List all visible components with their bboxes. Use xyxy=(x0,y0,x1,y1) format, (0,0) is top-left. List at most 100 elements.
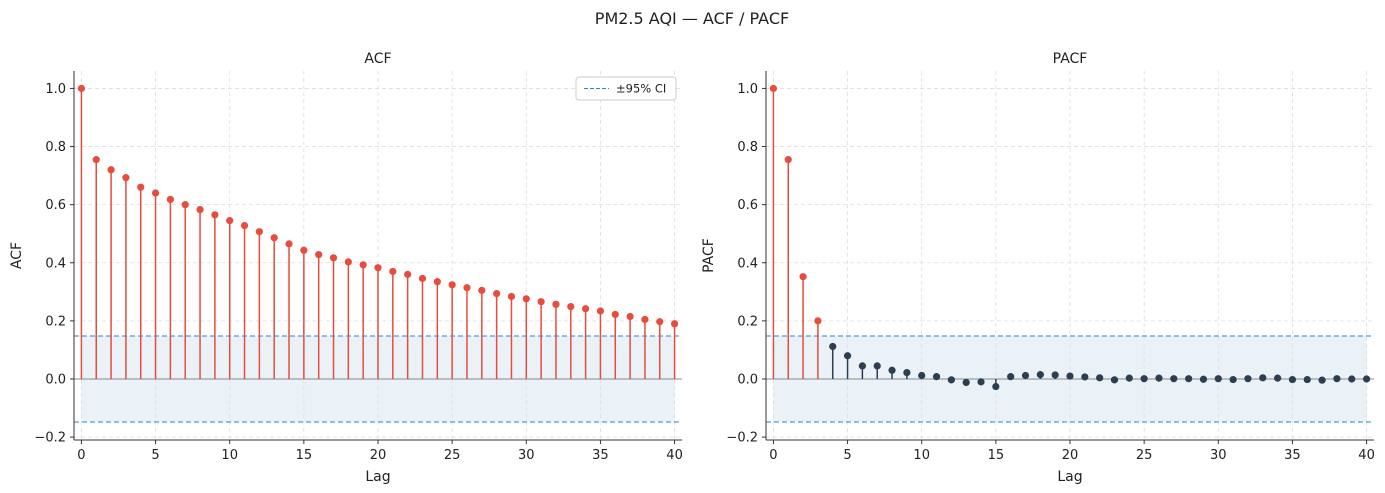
acf-marker-32 xyxy=(552,300,560,308)
acf-y-label: ACF xyxy=(9,242,25,269)
acf-marker-2 xyxy=(107,166,115,174)
pacf-marker-16 xyxy=(1007,373,1015,381)
pacf-marker-38 xyxy=(1333,375,1341,383)
acf-marker-18 xyxy=(344,258,352,266)
acf-marker-8 xyxy=(196,205,204,214)
pacf-title: PACF xyxy=(1053,51,1088,67)
pacf-marker-22 xyxy=(1096,374,1104,382)
acf-y-tick-label-6: 1.0 xyxy=(45,82,66,97)
acf-marker-1 xyxy=(92,156,100,164)
pacf-marker-35 xyxy=(1288,375,1297,384)
pacf-marker-7 xyxy=(873,362,881,370)
pacf-marker-2 xyxy=(799,273,807,281)
pacf-y-tick-label-3: 0.4 xyxy=(737,256,758,271)
acf-x-tick-label-6: 30 xyxy=(518,448,535,463)
acf-marker-21 xyxy=(389,267,397,276)
pacf-marker-10 xyxy=(918,371,926,380)
acf-x-tick-label-3: 15 xyxy=(296,448,313,463)
acf-marker-39 xyxy=(656,318,664,326)
acf-marker-12 xyxy=(255,228,263,236)
pacf-x-tick-label-1: 5 xyxy=(843,448,851,463)
pacf-y-tick-label-5: 0.8 xyxy=(737,140,758,155)
acf-x-tick-label-0: 0 xyxy=(77,448,85,463)
pacf-marker-32 xyxy=(1244,375,1252,383)
pacf-marker-9 xyxy=(903,368,911,377)
acf-marker-14 xyxy=(285,240,293,248)
pacf-marker-36 xyxy=(1303,375,1311,384)
pacf-x-tick-label-6: 30 xyxy=(1210,448,1227,463)
pacf-marker-3 xyxy=(814,317,822,325)
figure-suptitle: PM2.5 AQI — ACF / PACF xyxy=(595,9,789,28)
acf-marker-36 xyxy=(611,310,619,319)
pacf-x-tick-label-0: 0 xyxy=(769,448,777,463)
pacf-x-tick-label-3: 15 xyxy=(988,448,1005,463)
acf-legend-label: ±95% CI xyxy=(616,82,666,96)
pacf-marker-14 xyxy=(977,378,985,386)
pacf-y-tick-label-2: 0.2 xyxy=(737,314,758,329)
pacf-x-tick-label-5: 25 xyxy=(1136,448,1153,463)
pacf-marker-29 xyxy=(1199,375,1208,383)
acf-marker-23 xyxy=(418,274,427,283)
pacf-marker-24 xyxy=(1125,374,1133,382)
pacf-marker-6 xyxy=(858,362,866,370)
acf-marker-16 xyxy=(315,251,323,259)
acf-marker-9 xyxy=(211,211,219,219)
acf-x-tick-label-4: 20 xyxy=(370,448,387,463)
pacf-marker-26 xyxy=(1155,374,1163,382)
acf-marker-4 xyxy=(137,183,145,191)
pacf-marker-1 xyxy=(784,156,792,164)
acf-marker-38 xyxy=(641,315,649,324)
acf-legend-box xyxy=(575,76,677,101)
acf-marker-29 xyxy=(507,292,516,301)
acf-marker-24 xyxy=(433,278,441,286)
acf-x-tick-label-1: 5 xyxy=(151,448,159,463)
pacf-marker-28 xyxy=(1185,375,1193,383)
pacf-marker-30 xyxy=(1214,375,1222,383)
acf-marker-0 xyxy=(77,84,86,93)
pacf-x-tick-label-4: 20 xyxy=(1062,448,1079,463)
acf-legend: ±95% CI xyxy=(575,76,677,101)
acf-marker-25 xyxy=(448,281,456,289)
acf-title: ACF xyxy=(364,51,391,67)
pacf-x-tick-label-7: 35 xyxy=(1284,448,1301,463)
acf-marker-33 xyxy=(567,303,575,311)
pacf-marker-5 xyxy=(843,352,852,360)
acf-y-tick-label-0: −0.2 xyxy=(34,431,66,446)
pacf-marker-15 xyxy=(992,382,1000,391)
pacf-x-label: Lag xyxy=(1057,469,1082,485)
pacf-marker-21 xyxy=(1081,373,1089,381)
pacf-panel: 0 5 10 15 20 25 30 35 40 −0.2 0.0 0.2 0.4 0.6 0.8 1.0 PA… xyxy=(701,51,1375,485)
pacf-marker-33 xyxy=(1259,374,1267,382)
acf-x-tick-label-2: 10 xyxy=(221,448,238,463)
acf-x-tick-label-8: 40 xyxy=(666,448,683,463)
acf-marker-40 xyxy=(670,320,679,328)
acf-marker-28 xyxy=(493,289,501,298)
acf-y-tick-label-3: 0.4 xyxy=(45,256,66,271)
pacf-marker-31 xyxy=(1229,375,1237,384)
pacf-y-label: PACF xyxy=(701,238,717,273)
acf-marker-19 xyxy=(359,261,367,269)
pacf-marker-37 xyxy=(1318,376,1326,384)
acf-marker-20 xyxy=(374,264,382,272)
pacf-y-tick-label-6: 1.0 xyxy=(737,82,758,97)
acf-y-tick-label-1: 0.0 xyxy=(45,372,66,387)
acf-marker-26 xyxy=(463,284,471,292)
pacf-x-tick-label-2: 10 xyxy=(913,448,930,463)
pacf-marker-25 xyxy=(1140,375,1148,383)
pacf-marker-17 xyxy=(1021,371,1030,380)
pacf-marker-8 xyxy=(888,366,896,374)
acf-marker-7 xyxy=(181,201,189,209)
pacf-x-tick-label-8: 40 xyxy=(1358,448,1375,463)
acf-x-label: Lag xyxy=(365,469,390,485)
pacf-marker-23 xyxy=(1110,376,1119,384)
acf-marker-15 xyxy=(300,246,308,254)
pacf-marker-20 xyxy=(1066,372,1074,380)
pacf-y-tick-label-4: 0.6 xyxy=(737,198,758,213)
acf-marker-11 xyxy=(240,221,249,230)
acf-marker-35 xyxy=(596,307,605,315)
acf-marker-10 xyxy=(226,217,234,225)
pacf-marker-12 xyxy=(947,376,955,384)
acf-marker-17 xyxy=(329,254,338,262)
acf-y-tick-label-2: 0.2 xyxy=(45,314,66,329)
